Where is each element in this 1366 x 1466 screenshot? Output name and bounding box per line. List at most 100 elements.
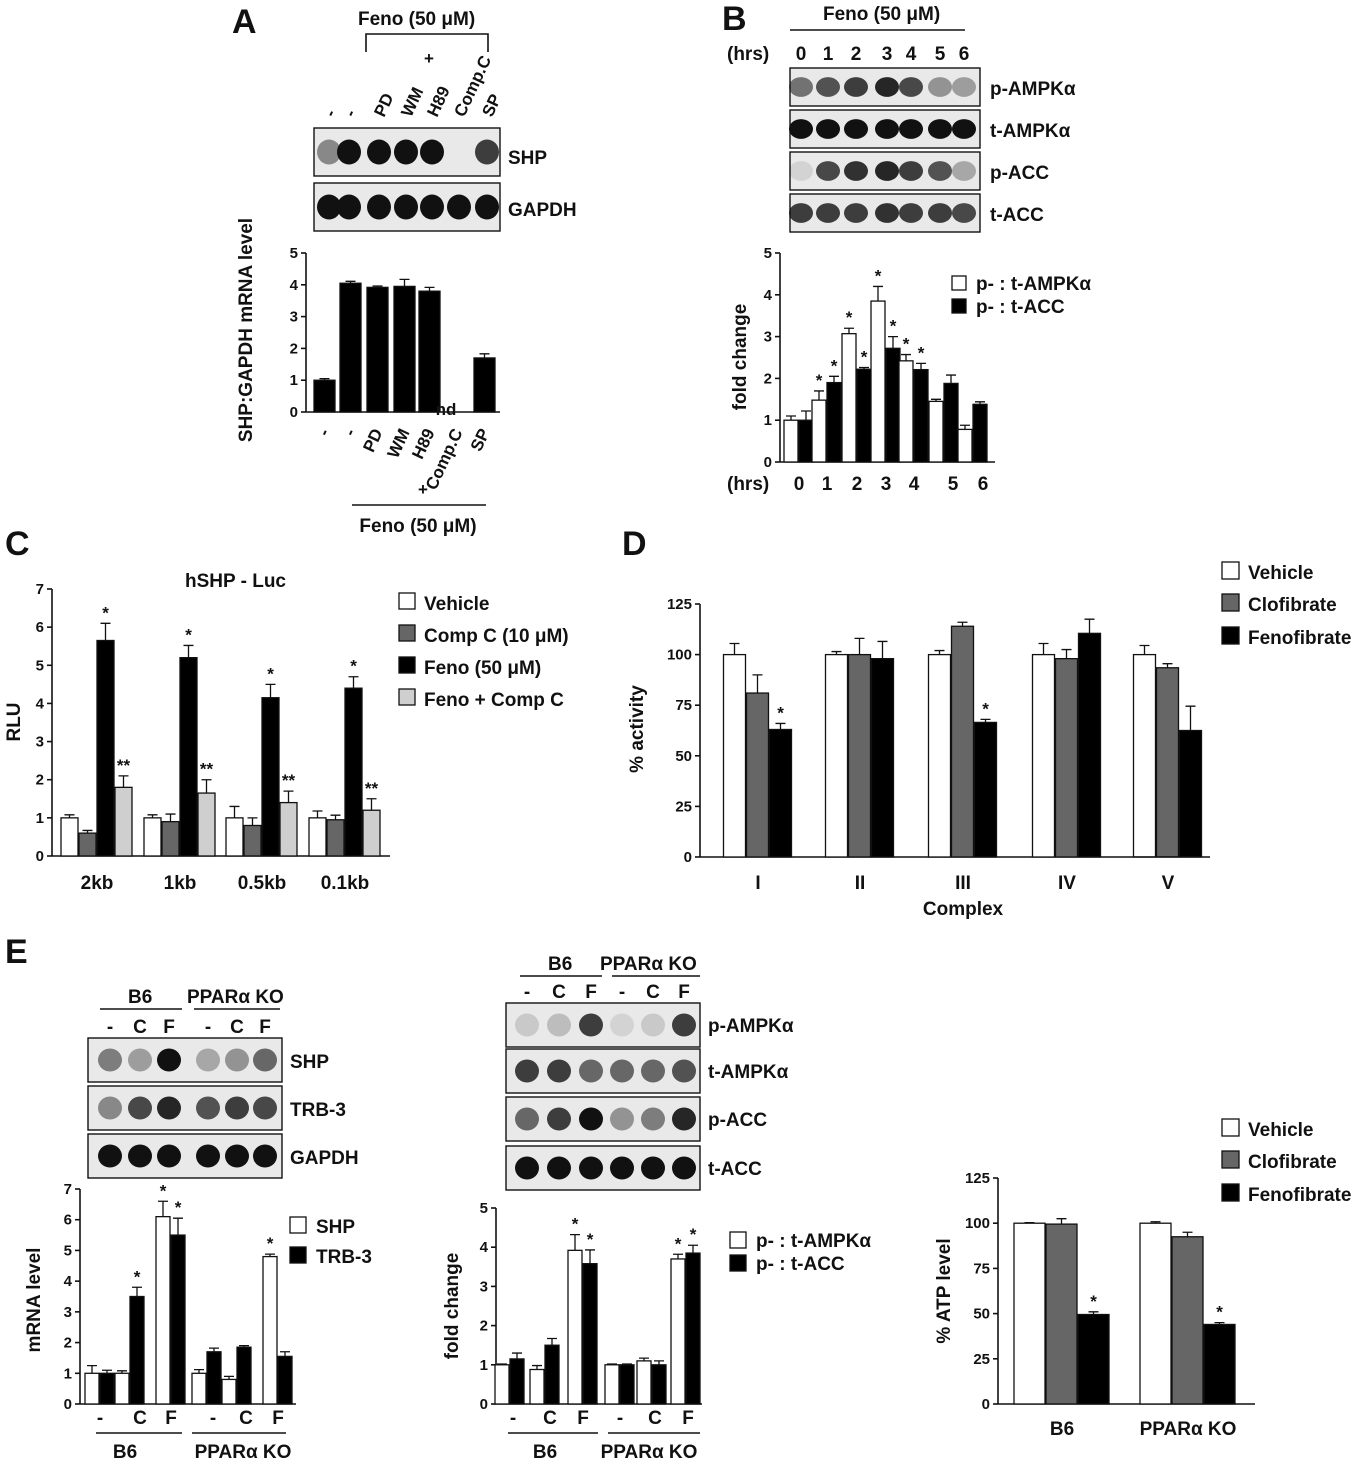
panel-d-error-bar [934,649,945,655]
panel-e-left-blot-label: TRB-3 [290,1100,346,1121]
panel-b-bar [798,419,814,463]
panel-b-legend-label: p- : t-AMPKα [976,274,1091,295]
panel-e-mid-blot-2-band [672,1107,696,1131]
panel-e-left-blot-2-band [196,1144,220,1168]
panel-letter-b: B [722,0,747,38]
panel-e-right-error-bar [1056,1218,1067,1225]
panel-b-blot-0-band [844,77,868,97]
panel-c-legend-label: Feno + Comp C [424,690,564,711]
panel-d-y-tick-label: 25 [675,798,692,815]
panel-e-left-blot-2-band [128,1144,152,1168]
panel-c-bar [60,817,79,857]
panel-a-lane-label: H89 [423,83,453,119]
panel-e-left-bar [84,1372,100,1405]
panel-e-mid-blot-3-band [547,1156,571,1180]
panel-c-bar [326,819,345,857]
panel-a-error-bar [372,285,383,288]
panel-b-sig-marker: * [875,266,882,285]
panel-e-left-blot-1-band [225,1096,249,1120]
panel-e-left-error-bar [132,1286,142,1297]
panel-e-left-x-group-label: B6 [113,1442,137,1463]
panel-e-left-bar [221,1378,237,1405]
panel-e-mid-error-bar [497,1363,507,1365]
panel-d-x-tick-label: IV [1058,873,1076,894]
panel-a-bar [418,290,441,413]
panel-e-left-sig-marker: * [160,1181,167,1200]
panel-a-error-bar [399,278,410,287]
panel-e-left-error-bar [239,1344,249,1348]
panel-b-error-bar [859,366,869,370]
panel-a-gapdh-band [337,194,361,220]
panel-b-error-bar [916,362,926,370]
panel-d-bar [745,692,770,858]
panel-d-error-bar [854,637,865,655]
panel-b-sig-marker: * [861,348,868,367]
panel-e-mid-error-bar [532,1364,542,1370]
panel-e-right-y-tick-label: 0 [982,1396,990,1413]
panel-a-x-tick-label: - [314,426,334,439]
panel-e-right-sig-marker: * [1090,1292,1097,1311]
panel-e-left-blot-label: GAPDH [290,1148,359,1169]
panel-b-bar [957,428,973,463]
panel-e-mid-bar [509,1358,525,1405]
panel-e-mid-bar [619,1364,635,1405]
panel-e-mid-error-bar [688,1244,698,1254]
panel-e-left-blot-0-band [128,1048,152,1072]
panel-e-left-x-tick-label: F [272,1408,284,1429]
panel-e-left-blot-1-blot [87,1085,283,1131]
panel-b-blot-label: p-ACC [990,163,1049,184]
panel-b-error-bar [844,327,854,334]
panel-b-sig-marker: * [890,317,897,336]
panel-e-mid-x-tick-label: - [617,1408,623,1429]
panel-e-mid-blot-label: p-AMPKα [708,1016,794,1037]
panel-c-error-bar [165,813,176,822]
panel-e-mid-bar [636,1360,652,1405]
panel-d-bar [1077,632,1102,858]
panel-c-legend-label: Feno (50 μM) [424,658,541,679]
panel-e-mid-error-bar [512,1352,522,1359]
panel-b-blot-2-band [844,161,868,181]
panel-d-x-tick-label: II [855,873,866,894]
panel-b-error-bar [901,353,911,361]
panel-c-bar [197,792,216,857]
panel-d-sig-marker: * [982,699,989,718]
panel-c-error-bar [183,644,194,658]
panel-d-error-bar [980,718,991,723]
panel-b-blot-1-band [789,119,813,139]
panel-e-right-bar [1045,1223,1078,1405]
panel-d-y-tick-label: 0 [684,849,692,866]
panel-e-mid-y-tick-label: 4 [480,1239,489,1256]
panel-b-lane-label: 4 [906,44,917,65]
panel-d-bar [950,625,975,858]
panel-a-blot-label: GAPDH [508,200,577,221]
panel-d-x-label: Complex [923,899,1004,920]
panel-b-x-tick-label: 5 [948,474,959,495]
panel-b-blot-2-band [789,161,813,181]
panel-e-right-legend-label: Clofibrate [1248,1152,1337,1173]
panel-e-right-error-bar [1024,1222,1035,1224]
panel-e-mid-blot-0-band [672,1013,696,1037]
panel-d-legend-swatch [1221,626,1240,645]
panel-e-mid-bar [494,1364,510,1405]
panel-b-blot-3-band [899,203,923,223]
panel-b-bar [841,333,857,463]
panel-a-bar [313,379,336,413]
panel-b-lane-label: 5 [935,44,946,65]
panel-e-left-error-bar [209,1347,219,1352]
panel-e-mid-legend-swatch [729,1231,747,1249]
panel-e-mid-legend-swatch [729,1254,747,1272]
panel-a-shp-band [337,139,361,165]
panel-b-blot-3-band [844,203,868,223]
panel-e-left-error-bar [117,1370,127,1374]
panel-d-error-bar [831,650,842,655]
panel-b-sig-marker: * [831,356,838,375]
panel-d-legend-label: Fenofibrate [1248,628,1351,649]
panel-c-y-tick-label: 5 [36,657,44,674]
panel-e-left-bar [155,1215,171,1405]
panel-d-legend-label: Clofibrate [1248,595,1337,616]
panel-c-legend-swatch [398,656,416,674]
panel-e-mid-y-tick-label: 3 [480,1278,488,1295]
panel-c-bar [362,809,381,857]
panel-b-error-bar [801,410,811,421]
